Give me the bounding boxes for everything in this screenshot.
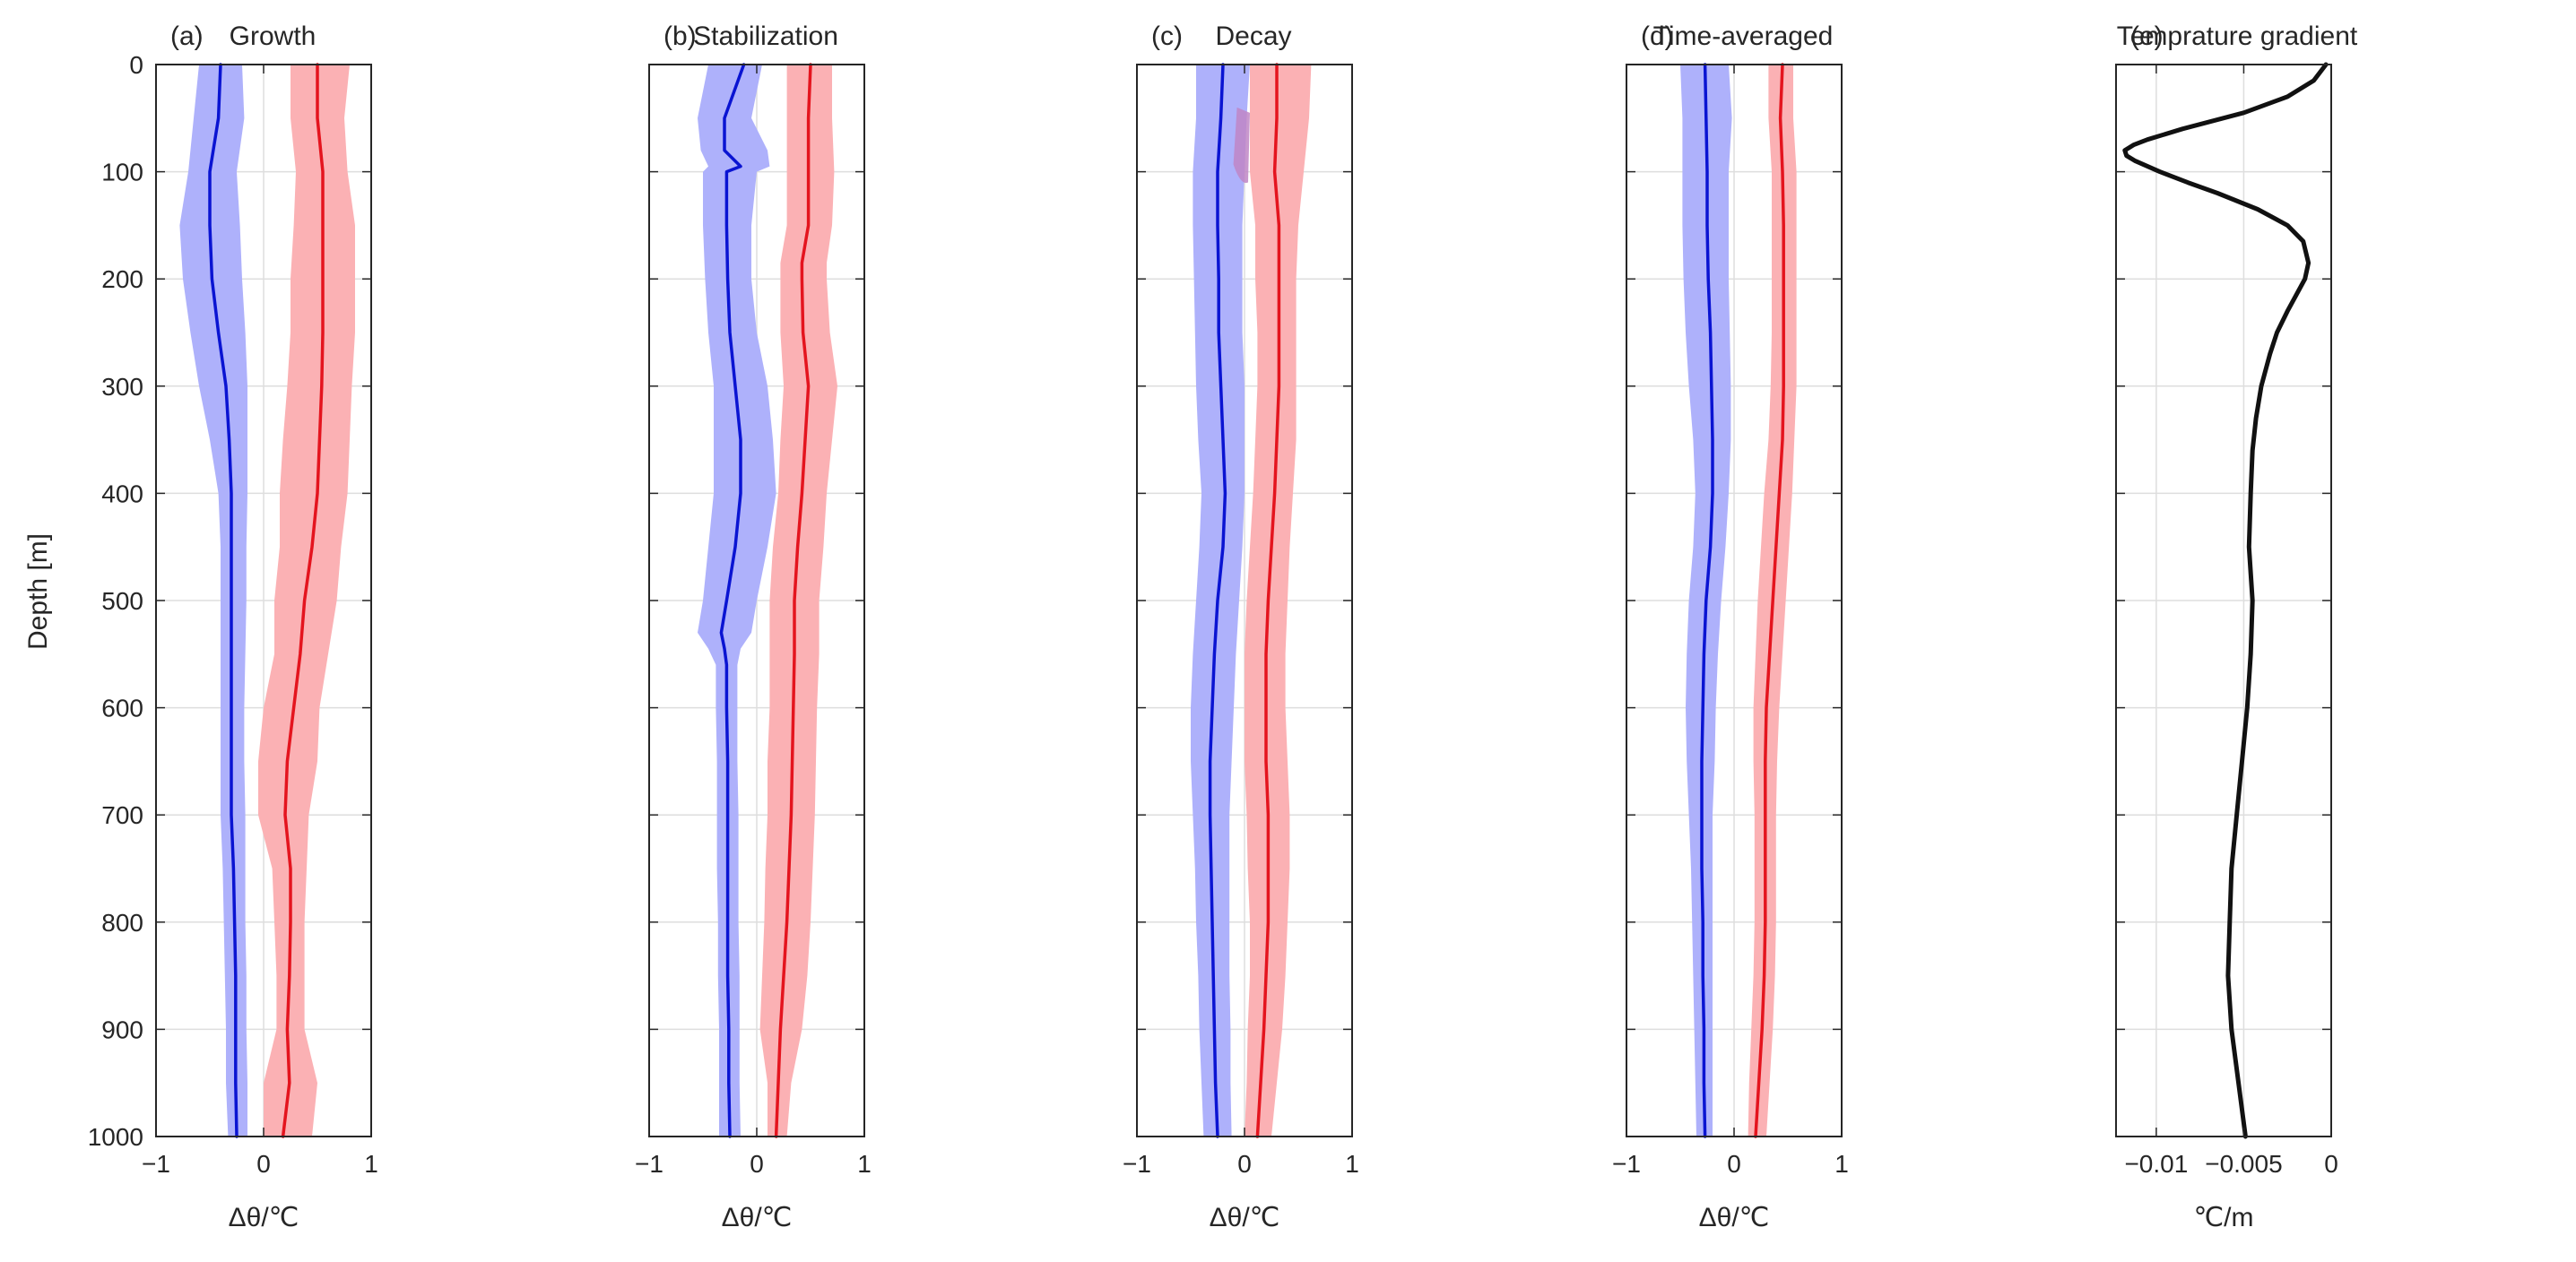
panel-d-grid — [1626, 65, 1842, 1137]
panel-c-blue-line — [1208, 63, 1227, 1138]
panel-b-letter: (b) — [664, 22, 697, 51]
panel-a-xtick-label-1: 0 — [256, 1150, 271, 1178]
panel-c-blue-band — [1191, 65, 1250, 1137]
panel-c-xtick-label-1: 0 — [1237, 1150, 1252, 1178]
panel-c: −1 0 1 (c) Decay Δθ/℃ — [1123, 22, 1359, 1232]
panel-d-xtick-label-0: −1 — [1612, 1150, 1641, 1178]
panel-b-xtick-label-1: 0 — [750, 1150, 764, 1178]
panel-c-grid — [1137, 65, 1352, 1137]
panel-e-xtick-label-2: 0 — [2324, 1150, 2338, 1178]
ytick-label-500: 500 — [101, 587, 143, 615]
ytick-label-200: 200 — [101, 265, 143, 293]
panel-e-xtick-label-0: −0.01 — [2124, 1150, 2188, 1178]
panel-c-lines — [1208, 63, 1281, 1138]
ytick-label-700: 700 — [101, 801, 143, 829]
panel-e-xtick-label-1: −0.005 — [2205, 1150, 2282, 1178]
panel-c-red-line — [1255, 63, 1281, 1138]
panel-a-lines — [208, 63, 325, 1138]
panel-a-red-band — [258, 65, 355, 1137]
panel-a-letter: (a) — [170, 22, 204, 51]
panel-c-frame — [1136, 64, 1353, 1137]
panel-e-lines — [2122, 62, 2329, 1139]
panel-a-frame — [155, 64, 372, 1137]
panel-b-xtick-label-2: 1 — [857, 1150, 872, 1178]
panel-e-ticks: −0.01 −0.005 0 — [2116, 64, 2338, 1178]
ytick-label-0: 0 — [129, 51, 143, 79]
panel-c-letter: (c) — [1151, 22, 1183, 51]
ytick-label-400: 400 — [101, 480, 143, 507]
panel-e-title: Temprature gradient — [2117, 22, 2358, 51]
panel-d-xlabel: Δθ/℃ — [1699, 1203, 1770, 1232]
panel-e-frame — [2115, 64, 2332, 1137]
panel-a-bands — [179, 65, 355, 1137]
panel-c-bands — [1191, 65, 1312, 1137]
ytick-label-600: 600 — [101, 695, 143, 722]
ytick-label-300: 300 — [101, 373, 143, 401]
panel-d-letter: (d) — [1641, 22, 1674, 51]
panel-b-frame — [648, 64, 865, 1137]
panel-a-ticks: 0 100 200 300 400 500 600 700 800 900 1000−1 0 1 — [88, 51, 378, 1178]
panel-b-bands — [698, 65, 837, 1137]
panel-a-xtick-label-0: −1 — [142, 1150, 170, 1178]
panel-e-gradient-line — [2122, 62, 2329, 1139]
panel-c-xlabel: Δθ/℃ — [1210, 1203, 1280, 1232]
panel-a-grid — [156, 65, 371, 1137]
panel-d-xtick-label-1: 0 — [1727, 1150, 1741, 1178]
panel-d-blue-line — [1700, 63, 1714, 1138]
panel-b-red-line — [774, 63, 812, 1138]
panel-c-xtick-label-2: 1 — [1345, 1150, 1359, 1178]
panel-b-title: Stabilization — [693, 22, 838, 51]
panel-d-frame — [1626, 64, 1843, 1137]
ytick-label-1000: 1000 — [88, 1123, 143, 1151]
panel-d: −1 0 1 (d) Time-averaged Δθ/℃ — [1612, 22, 1849, 1232]
panel-b-lines — [719, 63, 812, 1138]
panel-d-lines — [1700, 63, 1785, 1138]
panel-b-red-band — [759, 65, 837, 1137]
panel-d-title: Time-averaged — [1653, 22, 1834, 51]
shared-ylabel: Depth [m] — [23, 533, 53, 650]
panel-e: −0.01 −0.005 0 (e) Temprature gradient ℃/m — [2115, 22, 2358, 1232]
panel-e-letter: (e) — [2130, 22, 2164, 51]
panel-c-red-band — [1245, 65, 1312, 1137]
panel-c-overlap-band — [1233, 107, 1250, 184]
panel-a-xtick-label-2: 1 — [364, 1150, 378, 1178]
panel-a-title: Growth — [230, 22, 317, 51]
panel-b-ticks: −1 0 1 — [635, 64, 872, 1178]
panel-a-xlabel: Δθ/℃ — [229, 1203, 299, 1232]
panel-a: 0 100 200 300 400 500 600 700 800 900 1000−1 0 1 (a)… — [88, 22, 378, 1232]
panel-c-title: Decay — [1215, 22, 1291, 51]
panel-b-blue-band — [698, 65, 776, 1137]
panel-e-xlabel: ℃/m — [2193, 1203, 2253, 1232]
panel-b: −1 0 1 (b) Stabilization Δθ/℃ — [635, 22, 872, 1232]
panel-a-blue-band — [179, 65, 247, 1137]
ytick-label-900: 900 — [101, 1016, 143, 1043]
panel-b-xtick-label-0: −1 — [635, 1150, 664, 1178]
panel-b-blue-line — [719, 63, 746, 1138]
panel-d-red-line — [1754, 63, 1785, 1138]
panel-d-xtick-label-2: 1 — [1834, 1150, 1849, 1178]
panel-b-xlabel: Δθ/℃ — [722, 1203, 793, 1232]
panel-a-blue-line — [208, 63, 239, 1138]
panel-a-red-line — [281, 63, 325, 1138]
panel-c-xtick-label-0: −1 — [1123, 1150, 1151, 1178]
panel-c-ticks: −1 0 1 — [1123, 64, 1359, 1178]
panel-e-grid — [2116, 65, 2331, 1137]
ytick-label-800: 800 — [101, 909, 143, 937]
ytick-label-100: 100 — [101, 159, 143, 186]
